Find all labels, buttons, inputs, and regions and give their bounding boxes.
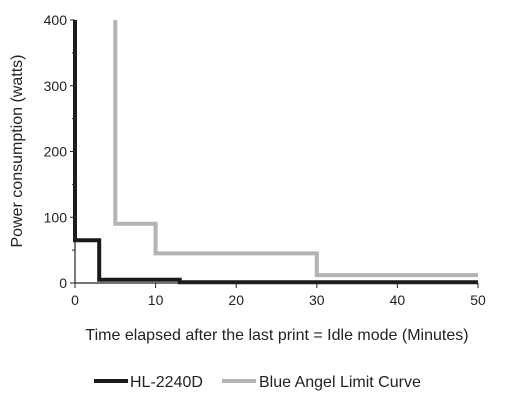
- series-line-blue-angel-limit: [113, 20, 478, 278]
- y-tick-label: 100: [44, 209, 68, 225]
- x-tick-label: 20: [228, 292, 244, 308]
- x-tick-label: 40: [390, 292, 406, 308]
- x-ticks: 0 10 20 30 40 50: [71, 283, 486, 308]
- x-tick-label: 30: [309, 292, 325, 308]
- x-tick-label: 0: [71, 292, 79, 308]
- axes: [74, 20, 478, 284]
- x-axis-title: Time elapsed after the last print = Idle…: [85, 327, 468, 344]
- y-tick-label: 200: [44, 144, 68, 160]
- series-line-hl-2240d: [73, 20, 478, 285]
- y-axis-title: Power consumption (watts): [9, 55, 26, 248]
- y-tick-label: 0: [59, 275, 67, 291]
- y-tick-label: 400: [44, 12, 68, 28]
- y-tick-label: 300: [44, 78, 68, 94]
- legend-label: HL-2240D: [130, 374, 203, 391]
- x-tick-label: 10: [148, 292, 164, 308]
- y-ticks: 0 100 200 300 400: [44, 12, 75, 291]
- legend: HL-2240D Blue Angel Limit Curve: [94, 374, 421, 391]
- plot-lines: [73, 20, 478, 285]
- legend-label: Blue Angel Limit Curve: [259, 374, 421, 391]
- x-tick-label: 50: [470, 292, 486, 308]
